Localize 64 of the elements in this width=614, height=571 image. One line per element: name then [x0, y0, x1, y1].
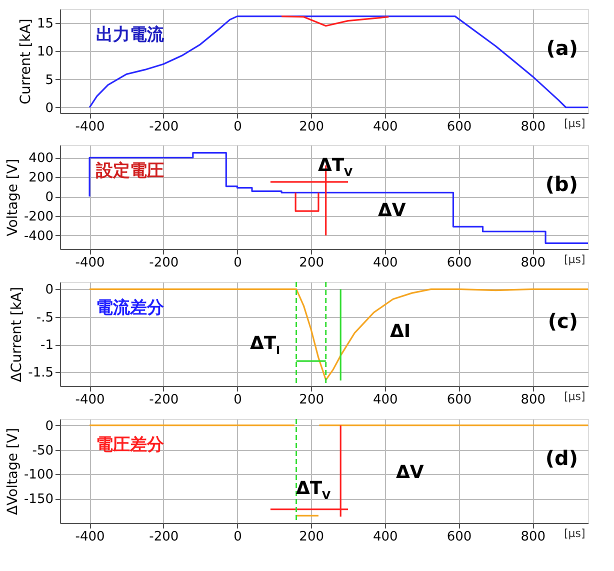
annotation: (d) [545, 446, 578, 470]
y-tick-label: 15 [36, 16, 54, 32]
x-tick-label: 800 [520, 120, 546, 134]
annotation: ΔI [390, 321, 411, 342]
x-tick-label: -200 [149, 392, 179, 408]
x-tick-label: -400 [75, 256, 105, 270]
y-tick-label: -100 [24, 468, 54, 483]
x-tick-label: 400 [373, 392, 398, 408]
x-tick-label: 600 [446, 392, 472, 408]
y-tick-label: -200 [24, 209, 54, 224]
x-tick-label: -400 [75, 530, 105, 544]
y-axis-title: Current [kA] [18, 18, 34, 104]
y-axis-title: ΔVoltage [V] [4, 428, 21, 516]
y-tick-label: 400 [28, 151, 54, 166]
annotation: 設定電圧 [95, 161, 164, 181]
x-tick-label: 0 [234, 392, 242, 408]
annotation: (c) [548, 309, 578, 333]
x-tick-label: -400 [75, 120, 105, 134]
annotation: (b) [545, 172, 578, 196]
y-tick-label: 0 [45, 100, 54, 116]
annotation: ΔV [396, 462, 424, 483]
y-tick-label: -400 [24, 228, 54, 244]
x-tick-label: 600 [446, 256, 472, 270]
x-tick-label: 800 [520, 256, 546, 270]
x-tick-label: 400 [373, 120, 398, 134]
x-tick-label: 800 [520, 392, 546, 408]
annotation: 出力電流 [96, 25, 165, 45]
x-tick-label: -200 [149, 256, 179, 270]
x-tick-label: 600 [446, 120, 472, 134]
x-tick-label: 400 [373, 530, 398, 544]
x-tick-label: 200 [299, 256, 324, 270]
x-tick-label: 0 [234, 530, 242, 544]
y-tick-label: -.5 [36, 310, 54, 326]
y-tick-label: -1 [40, 338, 54, 354]
y-tick-label: -1.5 [28, 366, 54, 381]
x-tick-label: 200 [299, 392, 324, 408]
x-tick-label: -200 [149, 530, 179, 544]
y-tick-label: 0 [45, 282, 54, 298]
y-tick-label: -50 [32, 443, 54, 458]
x-tick-label: 800 [520, 530, 546, 544]
x-axis-title: [μs] [564, 117, 586, 130]
x-tick-label: 200 [299, 120, 324, 134]
x-tick-label: 0 [234, 120, 242, 134]
annotation: (a) [546, 36, 578, 60]
annotation: 電流差分 [96, 298, 165, 318]
y-axis-title: ΔCurrent [kA] [9, 286, 26, 382]
y-tick-label: 5 [45, 72, 54, 88]
x-tick-label: -200 [149, 120, 179, 134]
y-tick-label: 0 [45, 190, 54, 206]
y-axis-title: Voltage [V] [4, 158, 21, 236]
x-axis-title: [μs] [564, 253, 586, 266]
x-tick-label: 600 [446, 530, 472, 544]
y-tick-label: 10 [36, 44, 54, 60]
y-tick-label: 0 [45, 418, 54, 434]
x-tick-label: 400 [373, 256, 398, 270]
x-tick-label: -400 [75, 392, 105, 408]
annotation: 電圧差分 [96, 435, 165, 455]
x-axis-title: [μs] [564, 527, 586, 540]
y-tick-label: -150 [24, 492, 54, 508]
x-tick-label: 200 [299, 530, 324, 544]
x-axis-title: [μs] [564, 390, 586, 403]
x-tick-label: 0 [234, 256, 242, 270]
annotation: ΔV [378, 200, 406, 221]
y-tick-label: 200 [28, 170, 54, 186]
